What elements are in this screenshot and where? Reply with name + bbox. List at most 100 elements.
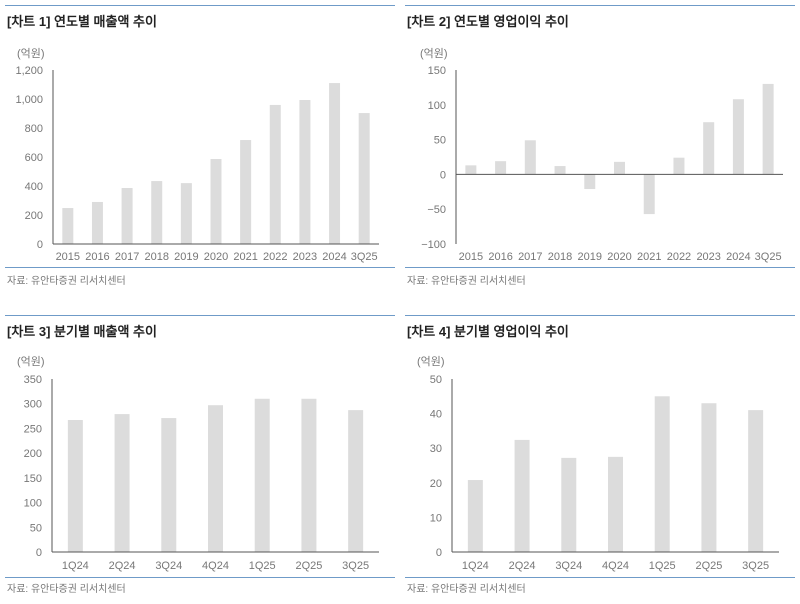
x-tick-label: 1Q25 [649,560,676,572]
top-rule [5,315,395,316]
x-tick-label: 2Q24 [509,560,536,572]
bar-3Q24 [161,418,177,552]
x-tick-label: 2023 [696,251,720,263]
x-tick-label: 2018 [144,251,168,263]
y-tick-label: 20 [430,478,442,490]
x-tick-label: 2015 [459,251,483,263]
bar-2018 [554,166,566,175]
x-tick-label: 3Q25 [742,560,769,572]
bar-2021 [240,140,252,244]
x-tick-label: 2024 [726,251,750,263]
bar-2Q25 [301,398,317,552]
x-tick-label: 2016 [488,251,512,263]
bar-2024 [329,83,341,244]
bar-1Q24 [67,420,83,552]
x-tick-label: 2024 [322,251,346,263]
bar-2Q24 [514,439,530,552]
chart-svg: −100 −50 0 50 100 150 2015 2016 2017 2018 2019 2020… [421,65,783,263]
y-tick-label: 50 [30,522,42,534]
bar-1Q25 [654,396,670,552]
bar-2023 [703,122,715,175]
x-tick-label: 2016 [85,251,109,263]
x-tick-label: 2017 [518,251,542,263]
bar-2023 [299,100,311,244]
bottom-rule [405,267,795,268]
chart-panel-3: [차트 3] 분기별 매출액 추이 (억원) 0 50 100 150 200 250 30… [5,310,395,604]
x-tick-label: 2023 [293,251,317,263]
unit-label: (억원) [417,356,445,368]
x-tick-label: 3Q25 [755,251,782,263]
y-tick-label: 1,000 [15,94,43,106]
chart-svg: 0 200 400 600 800 1,000 1,200 2015 2016 2017 2018 2… [15,65,379,263]
y-tick-label: 300 [24,399,42,411]
x-tick-label: 2Q24 [109,560,136,572]
x-tick-label: 1Q24 [62,560,89,572]
x-tick-label: 2022 [667,251,691,263]
bar-2020 [614,161,625,175]
bar-2019 [584,174,596,190]
x-tick-label: 2015 [56,251,80,263]
bar-2015 [465,165,477,175]
x-tick-label: 2Q25 [695,560,722,572]
y-tick-label: 200 [24,448,42,460]
x-tick-label: 2018 [548,251,572,263]
chart-title: [차트 2] 연도별 영업이익 추이 [407,14,569,29]
bar-3Q25 [748,410,764,552]
bar-2019 [180,183,192,244]
x-tick-label: 2Q25 [295,560,322,572]
chart-title: [차트 4] 분기별 영업이익 추이 [407,324,569,339]
y-tick-label: 100 [24,498,42,510]
x-tick-label: 2019 [578,251,602,263]
bottom-rule [405,577,795,578]
bar-2Q24 [114,414,130,552]
x-tick-label: 1Q25 [249,560,276,572]
bar-2021 [643,174,655,215]
y-tick-label: 800 [25,123,43,135]
y-tick-label: 30 [430,443,442,455]
y-tick-label: −100 [421,239,446,251]
source-note: 자료: 유안타증권 리서치센터 [407,584,526,595]
bar-2017 [121,188,133,244]
source-note: 자료: 유안타증권 리서치센터 [7,276,126,287]
bar-3Q24 [561,457,577,552]
bottom-rule [5,267,395,268]
bar-2022 [673,157,685,175]
x-tick-label: 2017 [115,251,139,263]
chart-panel-1: [차트 1] 연도별 매출액 추이 (억원) 0 200 400 600 800 1,00… [5,0,395,300]
bar-1Q25 [254,398,270,552]
y-tick-label: 0 [440,169,446,181]
top-rule [405,5,795,6]
x-tick-label: 2021 [637,251,661,263]
bar-2022 [269,104,281,244]
chart-title: [차트 3] 분기별 매출액 추이 [7,324,157,339]
x-tick-label: 4Q24 [602,560,629,572]
y-tick-label: 200 [25,210,43,222]
x-tick-label: 3Q25 [342,560,369,572]
y-tick-label: 100 [428,100,446,112]
x-tick-label: 3Q24 [155,560,182,572]
y-tick-label: 40 [430,409,442,421]
source-note: 자료: 유안타증권 리서치센터 [7,584,126,595]
bar-3Q25 [762,83,774,175]
bar-3Q25 [348,410,364,552]
y-tick-label: 150 [24,473,42,485]
bar-2024 [732,99,744,175]
bar-2016 [495,161,507,175]
y-tick-label: 600 [25,152,43,164]
x-tick-label: 3Q24 [555,560,582,572]
chart-title: [차트 1] 연도별 매출액 추이 [7,14,157,29]
y-tick-label: 0 [37,239,43,251]
unit-label: (억원) [17,356,45,368]
bar-4Q24 [608,456,623,552]
top-rule [405,315,795,316]
y-tick-label: 250 [24,423,42,435]
bar-2015 [62,208,74,244]
chart-panel-2: [차트 2] 연도별 영업이익 추이 (억원) −100 −50 0 50 100 150… [405,0,795,300]
bar-2017 [524,140,536,175]
y-tick-label: 400 [25,181,43,193]
bar-4Q24 [208,405,223,552]
x-tick-label: 2019 [174,251,198,263]
x-tick-label: 2022 [263,251,287,263]
x-tick-label: 2021 [233,251,257,263]
chart-svg: 0 10 20 30 40 50 1Q24 2Q24 3Q24 4Q24 1Q25 2Q25 3Q25 [430,374,779,572]
